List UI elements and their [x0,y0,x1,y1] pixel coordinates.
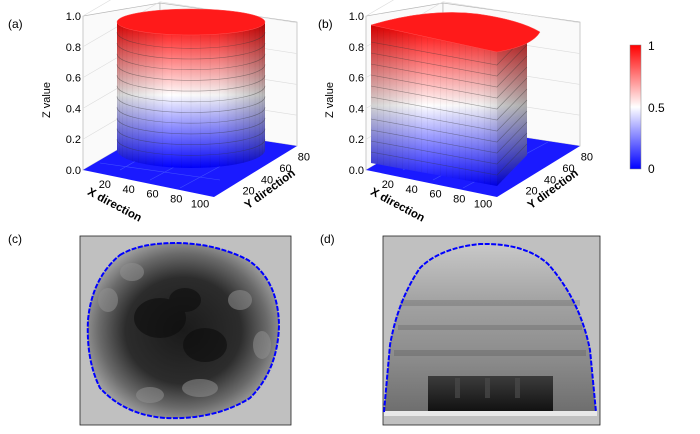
b-x-tick-label: 80 [453,194,465,206]
a-grid-left-line [82,0,111,17]
panel-b-contour-line [370,55,528,88]
a-z-tick-label: 1.0 [66,11,81,23]
panel-d-contour-outline [383,242,597,413]
panel-b-label: (b) [318,17,333,31]
panel-a-contour-line [116,107,266,124]
panel-c-grayscale-image: (c) [8,232,292,426]
a-x-tick-label: 40 [123,184,135,196]
b-z-tick-label: 0.4 [349,103,364,115]
a-x-tick-label: 80 [170,194,182,206]
panel-a-surface-plot: (a) Z value 0.0 0.2 0.4 0.6 0.8 1.0 20 40 60 80 1… [8,0,310,225]
panel-b-contour-line [370,77,528,110]
a-x-tick-label: 100 [191,199,209,211]
panel-d-dome-section [384,243,596,412]
a-y-tick-label: 60 [279,163,291,175]
colorbar-tick-low: 0 [648,162,655,176]
b-grid-left-line [365,0,394,17]
b-z-tick-label: 0.0 [349,165,364,177]
panel-b-contour-line [370,143,528,176]
panel-c-bright-mottles [98,263,271,403]
panel-a-contour-line [116,32,266,49]
b-y-tick-label: 20 [525,186,537,198]
a-z-tick-label: 0.2 [66,134,81,146]
panel-d-bottom-strip [384,411,597,416]
panel-a-contour-line [116,139,266,156]
panel-b-contour-line [370,88,528,121]
b-z-tick-label: 0.2 [349,134,364,146]
panel-d-dark-base [428,376,553,414]
a-z-tick-label: 0.0 [66,165,81,177]
panel-b-contour-line [370,110,528,143]
b-x-tick-label: 100 [474,199,492,211]
colorbar-gradient [629,44,642,170]
a-y-tick-label: 80 [298,152,310,164]
panel-c-label: (c) [8,232,22,246]
panel-b-contour-line [370,132,528,165]
panel-a-x-ticks: 20 40 60 80 100 [99,179,210,211]
panel-b-contour-line [370,121,528,154]
panel-b-y-ticks: 20 40 60 80 [525,152,593,198]
b-x-tick-label: 60 [429,189,441,201]
panel-a-contour-line [116,96,266,113]
colorbar-tick-mid: 0.5 [648,101,665,115]
b-x-tick-label: 40 [406,184,418,196]
a-y-tick-label: 20 [242,186,254,198]
panel-a-contour-line [116,42,266,60]
panel-a-contour-line [116,53,266,70]
a-y-tick-label: 40 [261,174,273,186]
a-z-tick-label: 0.6 [66,73,81,85]
panel-b-contour-line [370,44,528,77]
panel-c-circular-section [87,243,279,419]
panel-a-contour-line [116,64,266,81]
b-z-tick-label: 0.6 [349,73,364,85]
panel-a-cylinder [116,8,266,168]
panel-b-dome-prism [370,12,541,186]
panel-c-dark-mottles [134,288,227,362]
panel-b-x-ticks: 20 40 60 80 100 [382,179,493,211]
panel-a-zlabel: Z value [41,82,53,118]
colorbar: 1 0.5 0 [629,39,665,176]
panel-a-contour-line [116,128,266,145]
panel-b-contour-line [370,66,528,99]
panel-a-z-ticks: 0.0 0.2 0.4 0.6 0.8 1.0 [66,11,81,177]
panel-a-contour-line [116,85,266,103]
panel-b-z-ticks: 0.0 0.2 0.4 0.6 0.8 1.0 [349,11,364,177]
panel-c-contour-outline [86,241,281,420]
a-z-tick-label: 0.4 [66,103,81,115]
panel-b-contour-line [370,99,528,132]
panel-d-grayscale-image: (d) [320,232,601,426]
b-grid-back-line [442,1,581,24]
b-z-tick-label: 1.0 [349,11,364,23]
panel-a-y-ticks: 20 40 60 80 [242,152,310,198]
b-x-tick-label: 20 [382,179,394,191]
colorbar-tick-high: 1 [648,39,655,53]
panel-b-zlabel: Z value [324,82,336,118]
panel-b-surface-plot: (b) Z value 0.0 0.2 0.4 0.6 0.8 1.0 20 40 60 80 1… [318,0,593,225]
panel-d-base-pillars [455,378,520,398]
panel-a-label: (a) [8,17,23,31]
b-y-tick-label: 60 [562,163,574,175]
b-y-tick-label: 80 [581,152,593,164]
a-z-tick-label: 0.8 [66,42,81,54]
b-y-tick-label: 40 [544,174,556,186]
b-z-tick-label: 0.8 [349,42,364,54]
panel-d-label: (d) [320,232,335,246]
panel-d-texture-bands [394,300,586,356]
panel-a-contour-line [116,75,266,92]
a-x-tick-label: 20 [99,179,111,191]
a-x-tick-label: 60 [146,189,158,201]
panel-a-contour-line [116,117,266,135]
